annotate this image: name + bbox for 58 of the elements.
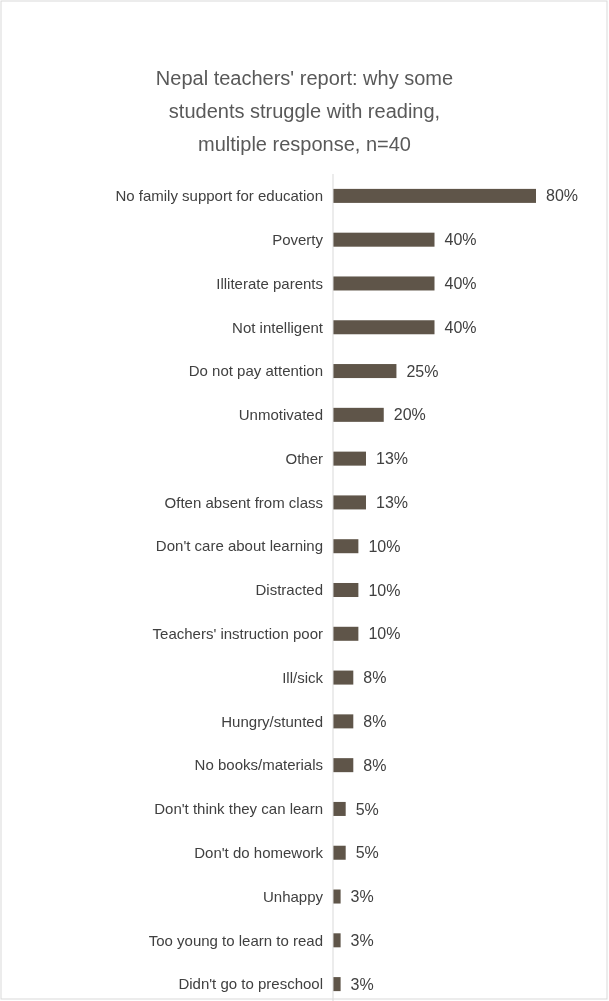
y-tick-label: Often absent from class (164, 493, 323, 511)
y-tick-label: No family support for education (115, 187, 323, 205)
data-label: 8% (363, 756, 387, 774)
y-tick-label: Poverty (272, 230, 324, 248)
data-label: 8% (363, 669, 387, 687)
data-label: 25% (406, 362, 439, 380)
data-label: 3% (350, 975, 374, 993)
y-tick-label: Not intelligent (232, 318, 324, 336)
bar (333, 276, 435, 291)
y-tick-label: Teachers' instruction poor (152, 625, 323, 643)
y-tick-label: Don't think they can learn (154, 800, 323, 818)
data-label: 40% (444, 318, 477, 336)
bar (333, 407, 384, 422)
bar (333, 451, 366, 466)
bar (333, 364, 397, 379)
data-label: 13% (375, 494, 409, 512)
y-tick-label: Hungry/stunted (221, 712, 323, 730)
bar (333, 232, 435, 247)
data-label: 3% (350, 931, 374, 949)
y-tick-label: Too young to learn to read (148, 931, 323, 949)
data-label: 8% (363, 712, 387, 730)
y-tick-label: Distracted (255, 581, 323, 599)
chart-title: Nepal teachers' report: why some students struggle with reading, multiple response, n=40 (155, 67, 454, 155)
bar (333, 495, 366, 510)
bar (333, 845, 346, 860)
bar (333, 320, 435, 335)
bar (333, 889, 341, 904)
bar (333, 933, 341, 948)
data-label: 40% (444, 231, 477, 249)
bar (333, 582, 359, 598)
y-tick-label: Ill/sick (282, 668, 324, 686)
y-tick-label: Didn't go to preschool (178, 975, 323, 993)
bar (333, 977, 341, 992)
y-tick-label: Illiterate parents (216, 274, 323, 292)
data-label: 10% (368, 537, 401, 555)
y-tick-label: Unhappy (262, 887, 324, 905)
data-label: 5% (355, 800, 379, 818)
bar (333, 670, 354, 685)
bar (333, 714, 354, 729)
y-tick-label: Other (285, 449, 323, 467)
data-label: 80% (546, 187, 579, 205)
y-tick-label: Do not pay attention (188, 362, 323, 380)
data-label: 10% (368, 625, 401, 643)
bar (333, 758, 354, 773)
data-label: 20% (393, 406, 426, 424)
y-tick-label: Don't do homework (194, 843, 324, 861)
data-label: 5% (355, 844, 379, 862)
data-label: 13% (375, 450, 409, 468)
y-tick-label: Unmotivated (238, 406, 323, 424)
y-tick-label: No books/materials (194, 756, 323, 774)
bar (333, 801, 346, 816)
bar (333, 188, 536, 203)
data-label: 3% (350, 888, 374, 906)
data-label: 10% (368, 581, 401, 599)
y-tick-label: Don't care about learning (155, 537, 323, 555)
bar (333, 626, 359, 641)
data-label: 40% (444, 275, 477, 293)
bar (333, 539, 359, 554)
